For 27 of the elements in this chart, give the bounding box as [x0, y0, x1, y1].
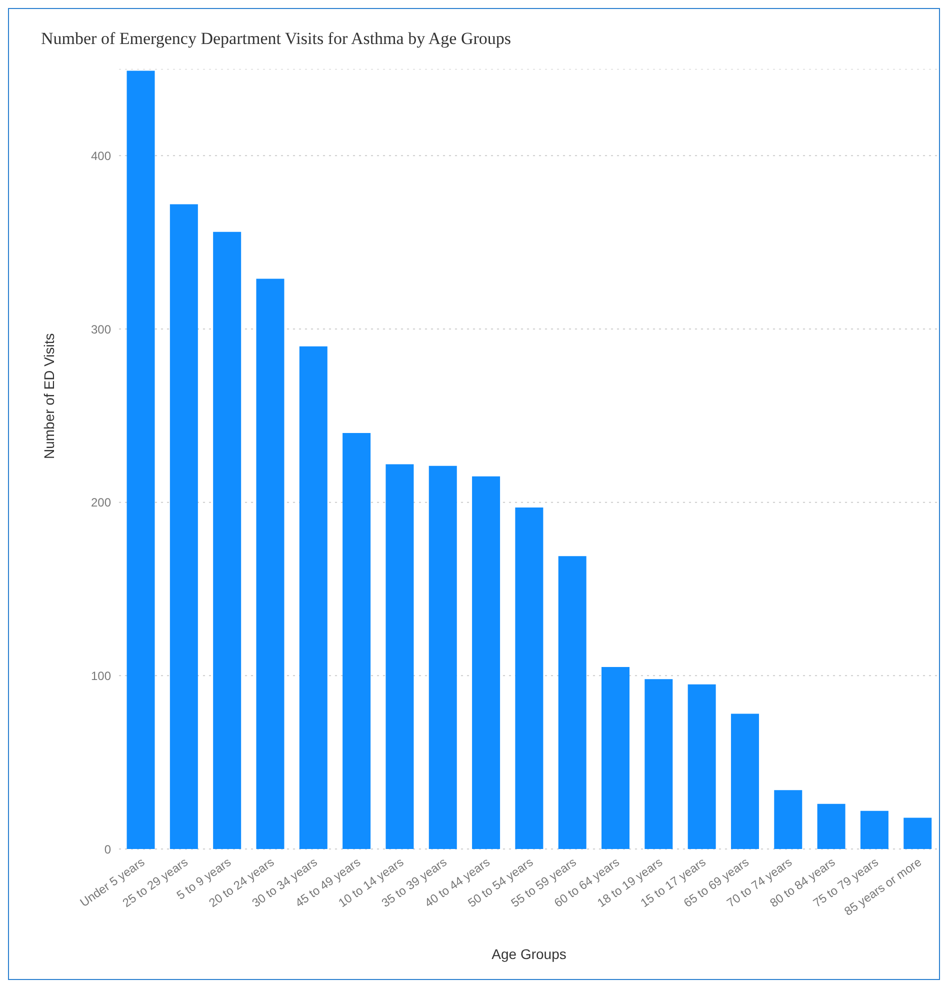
bar — [860, 810, 888, 849]
bar — [644, 679, 673, 849]
bar — [730, 714, 759, 849]
bar — [299, 346, 328, 849]
y-tick-label: 300 — [90, 322, 112, 336]
y-tick-label: 400 — [90, 148, 112, 163]
bar — [688, 684, 716, 849]
bar — [774, 790, 802, 849]
chart-title: Number of Emergency Department Visits for Asthma by Age Groups — [41, 29, 512, 49]
bar — [602, 667, 630, 849]
y-tick-label: 0 — [104, 842, 112, 856]
bar — [428, 466, 457, 849]
bar — [213, 232, 242, 849]
y-tick-label: 100 — [90, 668, 112, 683]
bar — [904, 818, 932, 849]
bar — [515, 508, 544, 849]
bar — [558, 556, 586, 849]
y-axis-title: Number of ED Visits — [40, 333, 57, 459]
y-tick-label: 200 — [90, 496, 112, 510]
bar — [342, 433, 371, 849]
x-axis-title: Age Groups — [492, 946, 566, 962]
bar — [386, 464, 414, 849]
bar — [256, 278, 284, 849]
bar — [472, 476, 500, 849]
bar — [126, 70, 155, 849]
bar — [817, 804, 846, 849]
bar — [170, 204, 198, 849]
